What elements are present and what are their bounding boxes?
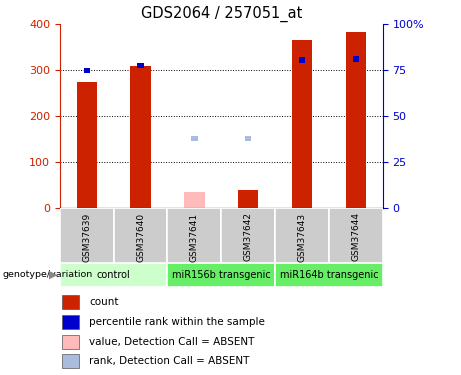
Text: control: control: [97, 270, 130, 280]
Text: genotype/variation: genotype/variation: [2, 270, 93, 279]
Bar: [137, 63, 144, 69]
Bar: [62, 354, 79, 369]
Bar: [62, 315, 79, 329]
Bar: [329, 208, 383, 262]
Bar: [114, 208, 167, 262]
Bar: [62, 334, 79, 349]
Bar: [62, 295, 79, 309]
Text: count: count: [89, 297, 118, 307]
Bar: [346, 32, 366, 208]
Bar: [83, 68, 90, 73]
Text: GSM37639: GSM37639: [83, 213, 91, 262]
Text: percentile rank within the sample: percentile rank within the sample: [89, 317, 265, 327]
Bar: [275, 208, 329, 262]
Bar: [184, 192, 205, 208]
Bar: [238, 190, 258, 208]
Text: GSM37642: GSM37642: [244, 213, 253, 261]
Text: value, Detection Call = ABSENT: value, Detection Call = ABSENT: [89, 337, 254, 347]
Text: GSM37643: GSM37643: [297, 213, 307, 262]
Bar: [77, 82, 97, 208]
Bar: [221, 208, 275, 262]
Bar: [60, 208, 114, 262]
Bar: [275, 262, 383, 287]
Bar: [353, 56, 359, 62]
Text: GSM37641: GSM37641: [190, 213, 199, 262]
Bar: [167, 262, 275, 287]
Bar: [130, 66, 151, 208]
Bar: [299, 57, 305, 63]
Bar: [167, 208, 221, 262]
Title: GDS2064 / 257051_at: GDS2064 / 257051_at: [141, 5, 302, 22]
Text: miR164b transgenic: miR164b transgenic: [279, 270, 378, 280]
Text: GSM37644: GSM37644: [351, 213, 360, 261]
Bar: [60, 262, 167, 287]
Bar: [191, 135, 198, 141]
Bar: [292, 39, 312, 208]
Text: miR156b transgenic: miR156b transgenic: [172, 270, 271, 280]
Text: ▶: ▶: [49, 270, 57, 280]
Text: rank, Detection Call = ABSENT: rank, Detection Call = ABSENT: [89, 356, 249, 366]
Text: GSM37640: GSM37640: [136, 213, 145, 262]
Bar: [245, 135, 251, 141]
